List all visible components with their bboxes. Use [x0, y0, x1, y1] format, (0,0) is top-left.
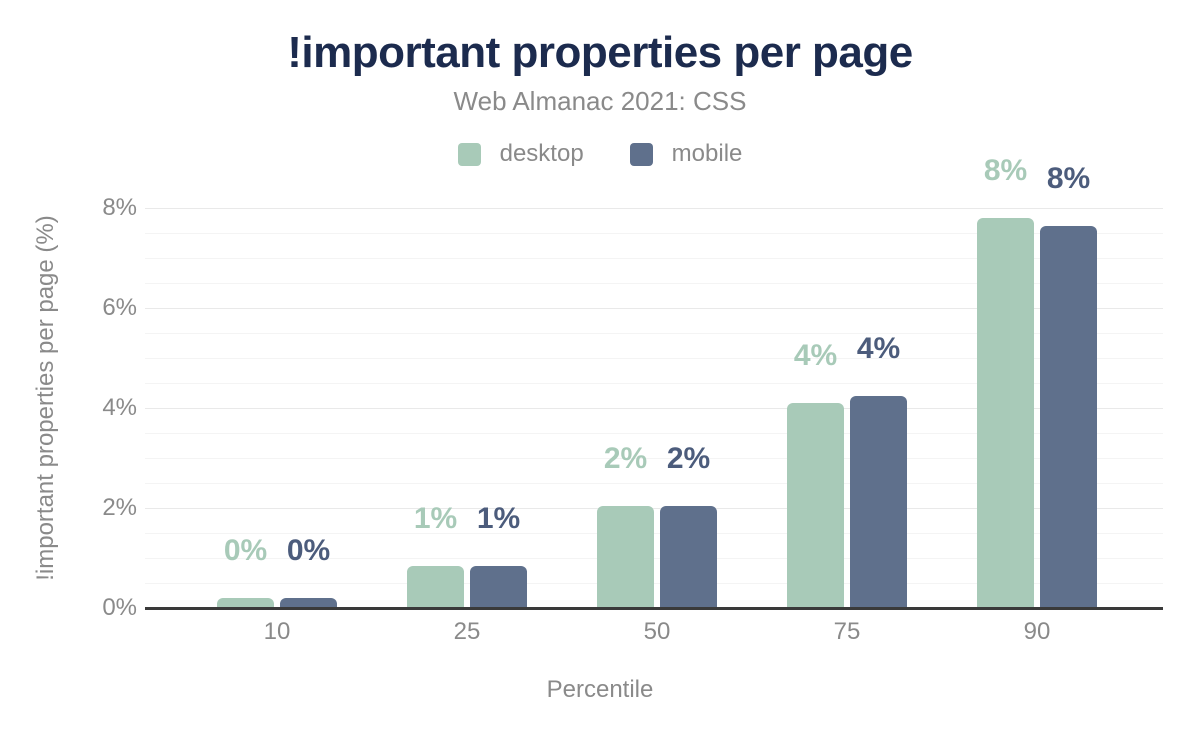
legend-label-desktop: desktop — [499, 140, 584, 167]
y-tick-label: 6% — [102, 294, 137, 321]
minor-gridline — [145, 533, 1163, 534]
mobile-value-label: 8% — [1046, 161, 1091, 195]
x-tick-label: 25 — [453, 618, 481, 645]
minor-gridline — [145, 383, 1163, 384]
y-tick-label: 4% — [102, 394, 137, 421]
desktop-bar[interactable] — [407, 565, 464, 608]
x-tick-label: 90 — [1023, 618, 1051, 645]
minor-gridline — [145, 233, 1163, 234]
minor-gridline — [145, 258, 1163, 259]
chart-title: !important properties per page — [287, 28, 913, 77]
x-tick-label: 50 — [643, 618, 671, 645]
desktop-value-label: 0% — [223, 534, 268, 567]
minor-gridline — [145, 483, 1163, 484]
x-tick-label: 10 — [263, 618, 291, 645]
mobile-value-label: 4% — [856, 331, 901, 365]
major-gridline — [145, 308, 1163, 309]
legend-label-mobile: mobile — [671, 140, 743, 167]
desktop-value-label: 8% — [983, 154, 1028, 187]
major-gridline — [145, 508, 1163, 509]
desktop-bar[interactable] — [217, 598, 274, 608]
minor-gridline — [145, 358, 1163, 359]
y-tick-label: 8% — [102, 194, 137, 221]
legend-item-desktop[interactable]: desktop — [457, 140, 584, 168]
x-tick-label: 75 — [833, 618, 861, 645]
legend-item-mobile[interactable]: mobile — [629, 140, 743, 168]
minor-gridline — [145, 433, 1163, 434]
mobile-value-label: 1% — [476, 501, 521, 535]
mobile-bar[interactable] — [1040, 225, 1097, 608]
y-tick-label: 0% — [102, 594, 137, 621]
mobile-value-label: 2% — [666, 441, 711, 475]
minor-gridline — [145, 458, 1163, 459]
legend: desktop mobile — [0, 140, 1200, 168]
mobile-swatch-icon — [629, 142, 653, 166]
chart-subtitle: Web Almanac 2021: CSS — [453, 86, 747, 116]
desktop-value-label: 1% — [413, 501, 458, 535]
minor-gridline — [145, 283, 1163, 284]
desktop-bar[interactable] — [787, 403, 844, 608]
minor-gridline — [145, 333, 1163, 334]
mobile-bar[interactable] — [280, 598, 337, 608]
desktop-value-label: 2% — [603, 441, 648, 475]
mobile-bar[interactable] — [660, 505, 717, 608]
desktop-value-label: 4% — [793, 339, 838, 372]
x-axis-title: Percentile — [546, 676, 654, 703]
major-gridline — [145, 208, 1163, 209]
mobile-bar[interactable] — [470, 565, 527, 608]
x-axis-line — [145, 606, 1163, 610]
y-tick-label: 2% — [102, 494, 137, 521]
desktop-bar[interactable] — [977, 218, 1034, 608]
desktop-swatch-icon — [457, 142, 481, 166]
mobile-value-label: 0% — [286, 534, 331, 567]
mobile-bar[interactable] — [850, 395, 907, 608]
desktop-bar[interactable] — [597, 505, 654, 608]
minor-gridline — [145, 558, 1163, 559]
major-gridline — [145, 408, 1163, 409]
minor-gridline — [145, 583, 1163, 584]
